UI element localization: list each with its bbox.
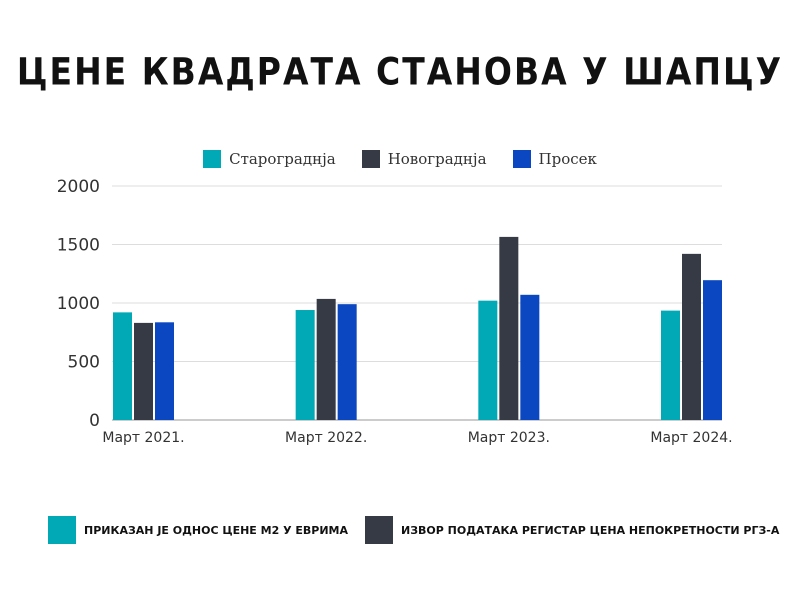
- y-tick-label: 500: [68, 353, 100, 373]
- legend-swatch-series-1: [203, 150, 222, 168]
- note-units-swatch: [48, 516, 76, 544]
- x-tick-label: Март 2024.: [650, 430, 732, 446]
- bar: [337, 304, 357, 420]
- bar: [703, 280, 722, 420]
- bar: [682, 253, 701, 420]
- bar: [316, 298, 336, 420]
- legend-label-series-3: Просек: [538, 150, 597, 168]
- bar: [520, 294, 540, 420]
- note-units-text: ПРИКАЗАН ЈЕ ОДНОС ЦЕНЕ М2 У ЕВРИМА: [84, 523, 349, 537]
- x-tick-label: Март 2022.: [285, 430, 367, 446]
- bar: [134, 322, 153, 420]
- note-units: ПРИКАЗАН ЈЕ ОДНОС ЦЕНЕ М2 У ЕВРИМА: [48, 516, 348, 544]
- x-tick-label: Март 2023.: [468, 430, 550, 446]
- bar: [478, 300, 498, 420]
- y-tick-label: 1500: [57, 236, 100, 256]
- bar: [295, 310, 315, 420]
- legend-label-series-2: Новограднја: [387, 150, 487, 168]
- chart-title: ЦЕНЕ КВАДРАТА СТАНОВА У ШАПЦУ: [16, 49, 784, 94]
- bar: [499, 236, 519, 420]
- legend-swatch-series-2: [361, 150, 380, 168]
- y-tick-label: 0: [89, 411, 100, 431]
- legend-label-series-1: Старограднја: [229, 150, 336, 168]
- legend-swatch-series-3: [512, 150, 531, 168]
- bar: [661, 310, 680, 420]
- note-source-text: ИЗВОР ПОДАТАКА РЕГИСТАР ЦЕНА НЕПОКРЕТНОС…: [401, 523, 780, 537]
- note-source-swatch: [365, 516, 393, 544]
- y-tick-label: 2000: [57, 177, 100, 197]
- legend: Старограднја Новограднја Просек: [0, 150, 800, 168]
- legend-item-series-2: Новограднја: [361, 150, 487, 168]
- bar: [155, 322, 174, 420]
- bar: [113, 312, 132, 420]
- note-source: ИЗВОР ПОДАТАКА РЕГИСТАР ЦЕНА НЕПОКРЕТНОС…: [365, 516, 779, 544]
- legend-item-series-1: Старограднја: [203, 150, 336, 168]
- legend-item-series-3: Просек: [512, 150, 597, 168]
- x-tick-label: Март 2021.: [102, 430, 184, 446]
- y-tick-label: 1000: [57, 294, 100, 314]
